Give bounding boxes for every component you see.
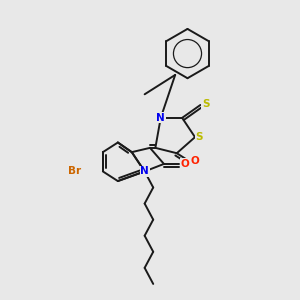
Text: N: N (140, 167, 149, 176)
Text: N: N (156, 113, 165, 123)
Text: S: S (202, 99, 209, 109)
Text: O: O (190, 156, 200, 166)
Text: O: O (181, 159, 190, 169)
Text: N: N (156, 113, 165, 123)
Text: N: N (140, 167, 149, 176)
Text: O: O (190, 156, 200, 166)
Text: Br: Br (68, 167, 82, 176)
Text: Br: Br (68, 167, 82, 176)
Text: O: O (181, 159, 190, 169)
Text: S: S (202, 99, 209, 109)
Text: S: S (196, 132, 203, 142)
Text: S: S (196, 132, 203, 142)
